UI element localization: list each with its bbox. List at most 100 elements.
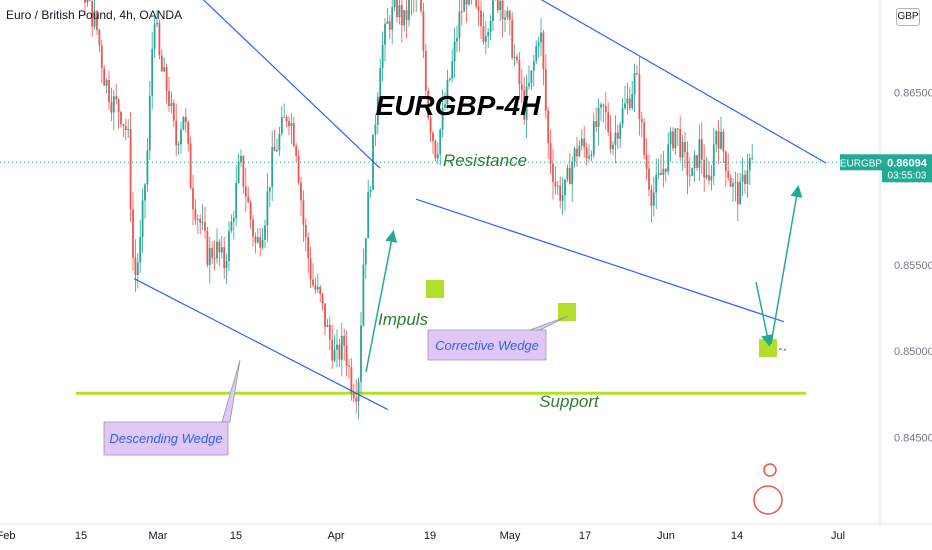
candle-body xyxy=(84,0,86,3)
candle-body xyxy=(691,167,694,176)
candle-body xyxy=(530,70,533,84)
bar-countdown: 03:55:03 xyxy=(888,170,927,181)
candle-body xyxy=(266,191,269,226)
candle-body xyxy=(194,209,197,220)
candle-body xyxy=(160,55,163,72)
candle-body xyxy=(732,183,734,187)
candle-body xyxy=(355,397,358,402)
current-price-value: 0.86094 xyxy=(887,157,928,169)
candle-body xyxy=(422,11,425,51)
candle-body xyxy=(489,21,492,33)
candle-body xyxy=(276,150,278,152)
candle-body xyxy=(235,182,238,218)
descending-wedge-label: Descending Wedge xyxy=(109,431,222,446)
candle-body xyxy=(552,163,554,183)
candle-body xyxy=(103,68,106,86)
candle-body xyxy=(624,103,626,109)
candle-body xyxy=(722,131,725,152)
candle-body xyxy=(626,98,629,104)
candle-body xyxy=(482,26,485,42)
candle-body xyxy=(636,73,638,75)
candle-body xyxy=(324,303,326,327)
candle-body xyxy=(516,56,518,61)
candle-body xyxy=(350,366,353,394)
candle-body xyxy=(708,175,710,181)
currency-badge[interactable]: GBP xyxy=(896,8,920,26)
candle-body xyxy=(168,90,170,107)
candle-body xyxy=(91,0,94,27)
x-tick-label: Feb xyxy=(0,530,15,542)
candle-body xyxy=(364,238,367,265)
candle-body xyxy=(554,182,557,187)
candle-body xyxy=(400,5,403,26)
candle-body xyxy=(475,0,478,7)
candle-body xyxy=(146,150,149,185)
candle-body xyxy=(513,56,516,58)
candle-body xyxy=(568,167,571,185)
candle-body xyxy=(434,140,437,159)
candle-body xyxy=(580,138,583,146)
candle-body xyxy=(165,67,168,91)
x-tick-label: 17 xyxy=(579,530,591,542)
candle-body xyxy=(480,10,482,27)
candle-body xyxy=(237,161,240,183)
candle-body xyxy=(523,90,526,120)
candle-body xyxy=(429,117,432,133)
candle-body xyxy=(134,257,137,276)
x-tick-label: Jun xyxy=(657,530,675,542)
candle-body xyxy=(261,239,264,248)
candle-body xyxy=(292,123,295,146)
candle-body xyxy=(619,124,622,139)
candle-body xyxy=(506,10,509,18)
candle-body xyxy=(120,111,122,125)
x-tick-label: Mar xyxy=(149,530,168,542)
candle-body xyxy=(676,128,679,130)
symbol-tag: EURGBP xyxy=(840,158,883,169)
candle-body xyxy=(564,179,566,196)
candle-body xyxy=(100,45,103,69)
candle-body xyxy=(182,116,185,130)
candle-body xyxy=(112,96,115,113)
impulse-label: Impuls xyxy=(378,310,429,329)
candle-body xyxy=(717,131,720,149)
candle-body xyxy=(648,168,650,190)
candle-body xyxy=(547,110,550,144)
candle-body xyxy=(352,393,355,398)
candle-body xyxy=(268,187,271,192)
economic-events-icon xyxy=(753,485,783,515)
candle-body xyxy=(333,349,336,361)
candle-body xyxy=(465,0,468,5)
candle-body xyxy=(288,121,290,127)
drop-arrow xyxy=(755,281,774,347)
candle-body xyxy=(388,21,391,30)
candle-body xyxy=(348,365,350,367)
candle-body xyxy=(117,99,120,112)
x-tick-label: Jul xyxy=(831,530,845,542)
candle-body xyxy=(249,202,252,220)
candle-body xyxy=(300,182,302,201)
candle-body xyxy=(180,129,182,145)
candle-body xyxy=(314,285,317,290)
candle-body xyxy=(321,293,324,304)
candle-body xyxy=(280,117,283,134)
candle-body xyxy=(218,241,221,253)
candle-body xyxy=(679,129,682,158)
candle-body xyxy=(703,159,706,178)
candle-body xyxy=(232,217,235,222)
candle-body xyxy=(213,257,216,259)
resistance-label: Resistance xyxy=(443,151,527,170)
x-tick-label: 15 xyxy=(230,530,242,542)
candle-body xyxy=(369,189,372,193)
candle-body xyxy=(720,131,722,149)
candle-body xyxy=(444,104,446,108)
candle-body xyxy=(211,248,214,258)
candle-body xyxy=(316,286,319,290)
price-tag-bg xyxy=(882,154,932,183)
candle-body xyxy=(343,335,346,346)
candle-body xyxy=(230,221,233,232)
candle-body xyxy=(477,6,480,11)
candle-body xyxy=(93,11,96,27)
candle-body xyxy=(590,154,593,157)
candle-body xyxy=(576,148,578,157)
